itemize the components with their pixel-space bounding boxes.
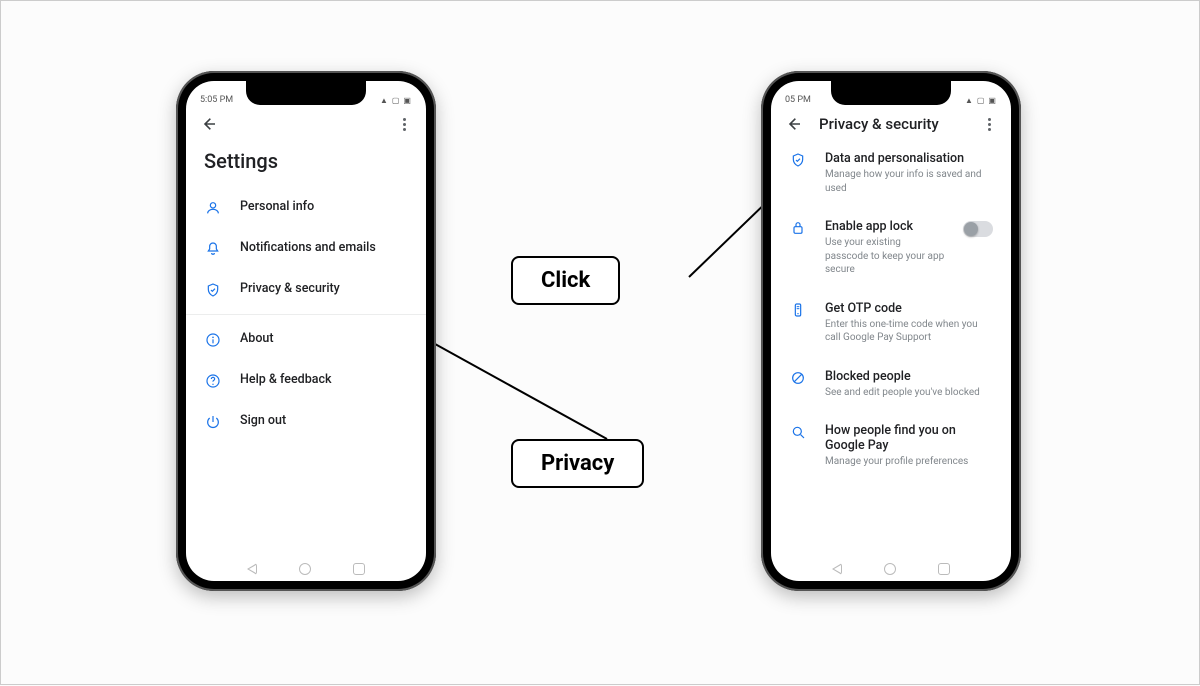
phone-notch [246, 81, 366, 105]
more-menu-button[interactable] [981, 116, 997, 132]
menu-item-label: Data and personalisation [825, 151, 993, 166]
menu-item-desc: Manage how your info is saved and used [825, 168, 993, 195]
menu-item-notifications-and-emails[interactable]: Notifications and emails [186, 228, 426, 269]
callout-privacy: Privacy [511, 439, 644, 488]
menu-item-label: How people find you on Google Pay [825, 423, 993, 453]
menu-item-help-feedback[interactable]: Help & feedback [186, 360, 426, 401]
menu-item-text: Notifications and emails [240, 240, 408, 255]
nav-back-icon[interactable] [832, 563, 842, 575]
menu-item-how-people-find-you-on-google-pay[interactable]: How people find you on Google Pay Manage … [771, 411, 1011, 481]
toggle-switch[interactable] [963, 221, 993, 237]
menu-item-desc: Use your existing passcode to keep your … [825, 236, 945, 277]
person-icon [204, 199, 222, 216]
menu-item-label: About [240, 331, 408, 346]
menu-item-text: Get OTP code Enter this one-time code whe… [825, 301, 993, 345]
menu-item-text: How people find you on Google Pay Manage … [825, 423, 993, 469]
app-bar: Privacy & security [771, 107, 1011, 139]
nav-bar [771, 563, 1011, 575]
info-icon [204, 331, 222, 348]
nav-home-icon[interactable] [884, 563, 896, 575]
menu-item-label: Help & feedback [240, 372, 408, 387]
divider [186, 314, 426, 315]
page-title: Settings [186, 139, 426, 187]
menu-item-label: Blocked people [825, 369, 993, 384]
menu-item-sign-out[interactable]: Sign out [186, 401, 426, 442]
phone-notch [831, 81, 951, 105]
status-time: 5:05 PM [200, 95, 233, 105]
nav-recent-icon[interactable] [938, 563, 950, 575]
appbar-title: Privacy & security [819, 115, 965, 133]
bell-icon [204, 240, 222, 257]
help-icon [204, 372, 222, 389]
menu-item-label: Get OTP code [825, 301, 993, 316]
arrow-back-icon [786, 116, 802, 132]
menu-item-text: Personal info [240, 199, 408, 214]
nav-recent-icon[interactable] [353, 563, 365, 575]
block-icon [789, 369, 807, 386]
shield-icon [789, 151, 807, 168]
menu-item-label: Notifications and emails [240, 240, 408, 255]
phone-mockup-privacy: 05 PM ▲ ▢ ▣ Privacy & security Data and … [761, 71, 1021, 591]
menu-item-label: Privacy & security [240, 281, 408, 296]
menu-section-bottom: About Help & feedback Sign out [186, 319, 426, 442]
search-icon [789, 423, 807, 440]
menu-item-desc: Enter this one-time code when you call G… [825, 318, 993, 345]
menu-item-about[interactable]: About [186, 319, 426, 360]
menu-item-text: Enable app lock Use your existing passcod… [825, 219, 945, 277]
menu-item-text: Help & feedback [240, 372, 408, 387]
back-button[interactable] [200, 115, 218, 133]
menu-item-text: About [240, 331, 408, 346]
status-icons: ▲ ▢ ▣ [965, 96, 997, 105]
screen: 05 PM ▲ ▢ ▣ Privacy & security Data and … [771, 81, 1011, 581]
app-bar [186, 107, 426, 139]
menu-item-enable-app-lock[interactable]: Enable app lock Use your existing passcod… [771, 207, 1011, 289]
canvas: 5:05 PM ▲ ▢ ▣ Settings Personal info Noti… [1, 1, 1199, 684]
nav-bar [186, 563, 426, 575]
menu-item-personal-info[interactable]: Personal info [186, 187, 426, 228]
menu-item-label: Enable app lock [825, 219, 945, 234]
menu-item-text: Privacy & security [240, 281, 408, 296]
menu-item-text: Data and personalisation Manage how your … [825, 151, 993, 195]
menu-item-blocked-people[interactable]: Blocked people See and edit people you've… [771, 357, 1011, 412]
menu-item-get-otp-code[interactable]: Get OTP code Enter this one-time code whe… [771, 289, 1011, 357]
more-menu-button[interactable] [396, 116, 412, 132]
screen: 5:05 PM ▲ ▢ ▣ Settings Personal info Noti… [186, 81, 426, 581]
power-icon [204, 413, 222, 430]
menu-item-privacy-security[interactable]: Privacy & security [186, 269, 426, 310]
menu-item-label: Personal info [240, 199, 408, 214]
menu-item-desc: Manage your profile preferences [825, 455, 993, 469]
lock-icon [789, 219, 807, 236]
nav-home-icon[interactable] [299, 563, 311, 575]
menu-item-data-and-personalisation[interactable]: Data and personalisation Manage how your … [771, 139, 1011, 207]
otp-icon [789, 301, 807, 318]
nav-back-icon[interactable] [247, 563, 257, 575]
status-icons: ▲ ▢ ▣ [380, 96, 412, 105]
menu-item-text: Blocked people See and edit people you've… [825, 369, 993, 400]
status-time: 05 PM [785, 95, 811, 105]
shield-icon [204, 281, 222, 298]
phone-mockup-settings: 5:05 PM ▲ ▢ ▣ Settings Personal info Noti… [176, 71, 436, 591]
menu-item-label: Sign out [240, 413, 408, 428]
menu-item-text: Sign out [240, 413, 408, 428]
callout-click: Click [511, 256, 620, 305]
menu-list: Data and personalisation Manage how your … [771, 139, 1011, 481]
back-button[interactable] [785, 115, 803, 133]
menu-section-top: Personal info Notifications and emails Pri… [186, 187, 426, 310]
menu-item-desc: See and edit people you've blocked [825, 386, 993, 400]
arrow-back-icon [201, 116, 217, 132]
